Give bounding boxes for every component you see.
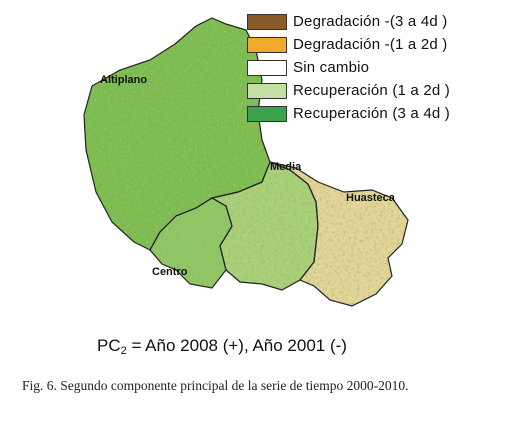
- legend-swatch: [247, 82, 287, 99]
- region-boundary: [269, 161, 409, 307]
- formula-subscript: 2: [120, 345, 127, 357]
- figure-caption: Fig. 6. Segundo componente principal de …: [22, 378, 409, 393]
- legend-item-degradacion-severa: Degradación -(3 a 4d ): [247, 10, 473, 33]
- label-altiplano: Altiplano: [100, 74, 148, 86]
- texture-orange: [212, 162, 318, 290]
- legend-item-sin-cambio: Sin cambio: [247, 56, 473, 79]
- legend-item-degradacion-leve: Degradación -(1 a 2d ): [247, 33, 473, 56]
- legend-label: Recuperación (1 a 2d ): [293, 82, 450, 99]
- texture-orange: [270, 162, 408, 306]
- legend-label: Degradación -(1 a 2d ): [293, 36, 448, 53]
- legend-swatch: [247, 13, 287, 30]
- legend: Degradación -(3 a 4d ) Degradación -(1 a…: [247, 10, 473, 125]
- label-centro: Centro: [152, 266, 188, 278]
- legend-label: Sin cambio: [293, 59, 370, 76]
- legend-swatch: [247, 105, 287, 122]
- legend-swatch: [247, 59, 287, 76]
- formula-pc: PC: [97, 336, 121, 355]
- label-media: Media: [270, 161, 302, 173]
- legend-label: Degradación -(3 a 4d ): [293, 13, 448, 30]
- legend-item-recuperacion-alta: Recuperación (3 a 4d ): [247, 102, 473, 125]
- legend-swatch: [247, 36, 287, 53]
- formula-text: PC2 = Año 2008 (+), Año 2001 (-): [97, 336, 347, 357]
- legend-item-recuperacion-leve: Recuperación (1 a 2d ): [247, 79, 473, 102]
- texture-orange: [150, 198, 232, 288]
- label-huasteca: Huasteca: [346, 192, 395, 204]
- formula-rest: = Año 2008 (+), Año 2001 (-): [126, 336, 347, 355]
- texture-orange: [84, 18, 270, 250]
- legend-label: Recuperación (3 a 4d ): [293, 105, 450, 122]
